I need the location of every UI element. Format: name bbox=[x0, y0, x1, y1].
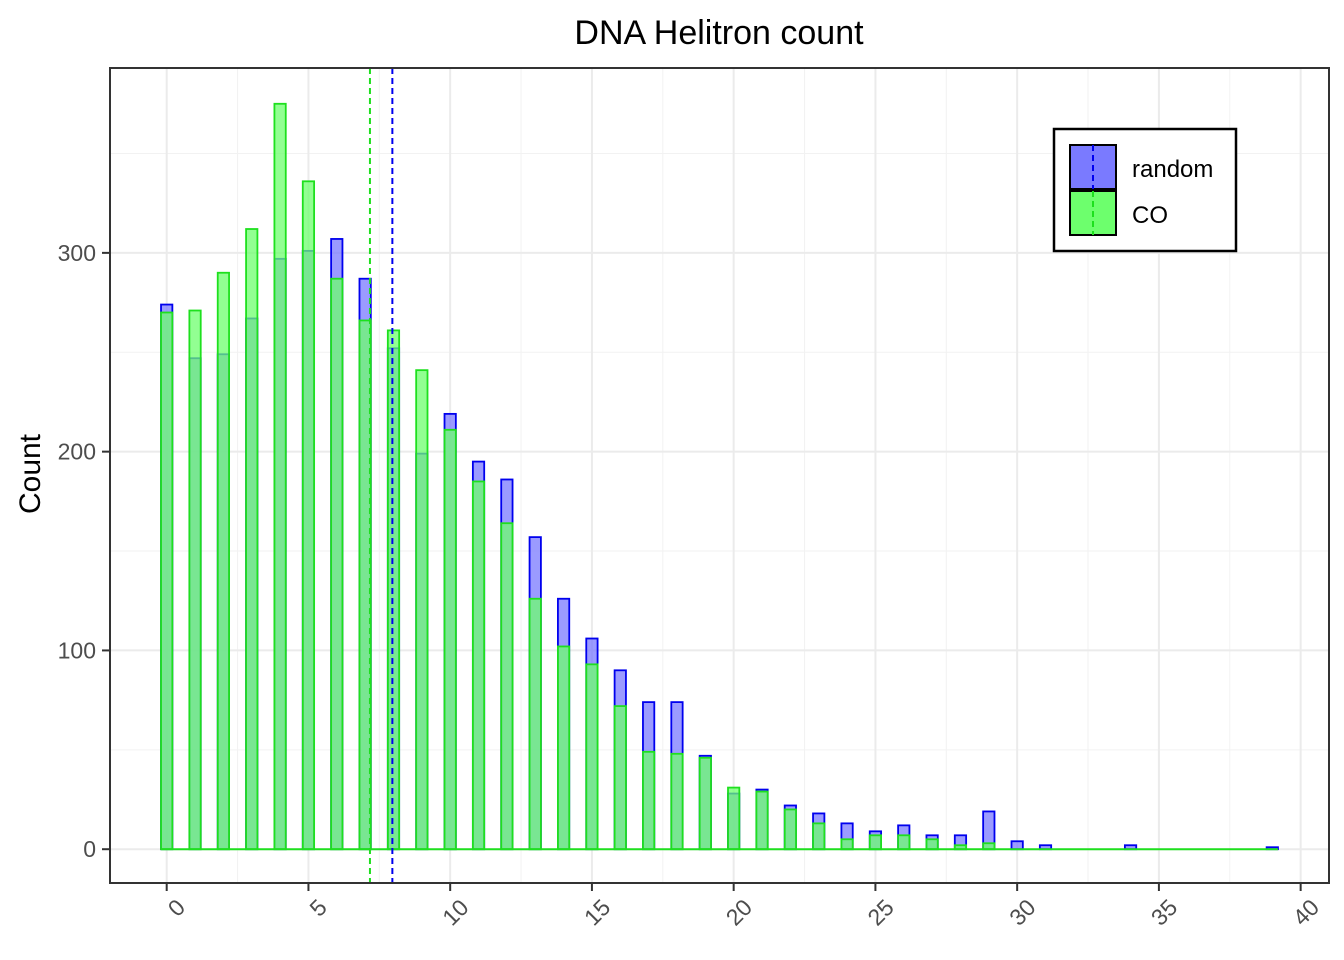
bar-co bbox=[471, 480, 486, 851]
y-axis-label: Count bbox=[14, 433, 47, 514]
x-tick-label: 35 bbox=[1146, 894, 1182, 930]
legend-label-co: CO bbox=[1132, 202, 1168, 229]
bar-co bbox=[245, 228, 259, 851]
legend-label-random: random bbox=[1132, 156, 1213, 183]
y-tick-label: 100 bbox=[58, 637, 96, 663]
bar-co bbox=[698, 756, 712, 851]
bar-co bbox=[585, 663, 599, 851]
x-tick-label: 0 bbox=[163, 894, 190, 921]
x-tick-label: 30 bbox=[1004, 894, 1040, 930]
bar-co bbox=[500, 522, 514, 851]
x-tick-label: 20 bbox=[721, 894, 757, 930]
x-tick-label: 25 bbox=[862, 894, 898, 930]
chart-title: DNA Helitron count bbox=[574, 14, 864, 52]
bar-co bbox=[897, 834, 911, 851]
bar-co bbox=[755, 790, 769, 851]
bar-co bbox=[783, 808, 797, 851]
bar-co bbox=[557, 645, 571, 851]
bar-co bbox=[812, 822, 826, 851]
bar-co bbox=[273, 102, 287, 851]
bars bbox=[160, 102, 1279, 851]
y-tick-label: 300 bbox=[58, 240, 96, 266]
bar-co bbox=[386, 329, 401, 851]
x-tick-label: 10 bbox=[437, 894, 473, 930]
bar-co bbox=[727, 786, 741, 851]
plot-panel-border bbox=[109, 67, 1330, 884]
y-tick-label: 200 bbox=[58, 439, 96, 465]
bar-random bbox=[1010, 840, 1024, 851]
bar-co bbox=[642, 750, 656, 851]
x-tick-label: 15 bbox=[579, 894, 615, 930]
bar-co bbox=[840, 838, 854, 851]
mean-lines bbox=[368, 68, 394, 883]
bar-co bbox=[330, 277, 344, 851]
x-tick-label: 5 bbox=[304, 894, 331, 921]
bar-co bbox=[613, 705, 627, 851]
bar-co bbox=[925, 838, 939, 851]
y-tick-label: 0 bbox=[83, 836, 96, 862]
x-tick-label: 40 bbox=[1288, 894, 1324, 930]
bar-co bbox=[216, 271, 230, 851]
bar-co bbox=[301, 180, 316, 851]
bar-co bbox=[188, 309, 202, 851]
bar-co bbox=[528, 597, 542, 851]
bar-co bbox=[160, 311, 174, 851]
bar-co bbox=[868, 834, 882, 851]
bar-co bbox=[415, 369, 429, 851]
bar-co bbox=[670, 752, 684, 851]
bar-co bbox=[443, 428, 457, 851]
legend: random CO bbox=[1052, 127, 1238, 253]
